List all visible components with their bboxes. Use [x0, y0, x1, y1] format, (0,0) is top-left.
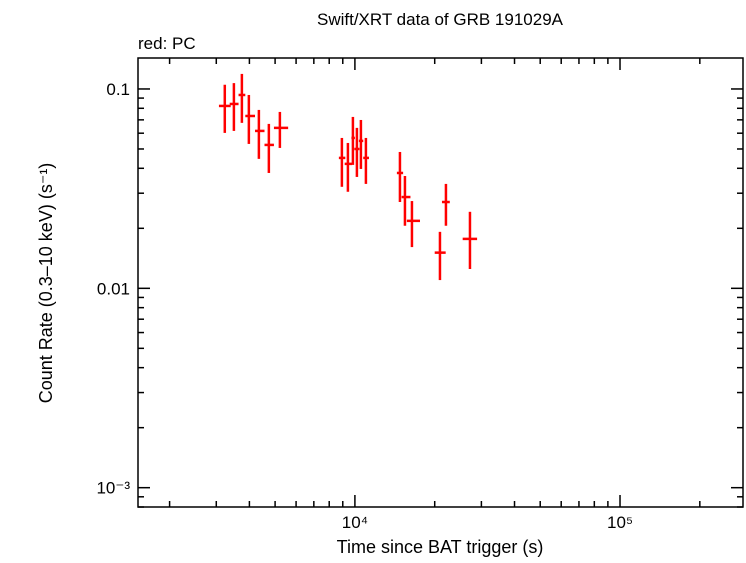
data-point: [354, 127, 360, 177]
legend-text: red: PC: [138, 34, 196, 53]
data-point: [238, 73, 246, 123]
data-points: [218, 73, 478, 281]
x-axis-label: Time since BAT trigger (s): [337, 537, 544, 557]
data-point: [351, 116, 355, 165]
tick-labels: 10⁴ 10⁵ 0.1 0.01 10⁻³: [96, 80, 633, 532]
y-axis-label: Count Rate (0.3–10 keV) (s⁻¹): [36, 163, 56, 404]
data-point: [363, 137, 369, 184]
data-point: [245, 94, 256, 144]
chart-title: Swift/XRT data of GRB 191029A: [317, 10, 564, 29]
plot-frame: [137, 57, 744, 508]
data-point: [406, 201, 420, 248]
y-tick-label: 0.01: [97, 279, 130, 298]
data-point: [264, 123, 274, 173]
data-point: [434, 231, 446, 281]
data-point: [401, 175, 411, 226]
data-point: [218, 84, 231, 133]
data-point: [273, 111, 289, 148]
data-point: [358, 119, 364, 169]
data-point: [344, 142, 352, 192]
x-tick-label: 10⁴: [342, 513, 368, 532]
data-point: [462, 211, 478, 270]
y-tick-label: 10⁻³: [96, 479, 130, 498]
data-point: [255, 109, 265, 159]
data-point: [441, 183, 450, 226]
y-tick-label: 0.1: [106, 80, 130, 99]
data-point: [338, 137, 346, 187]
data-point: [229, 83, 239, 131]
data-point: [396, 151, 404, 203]
x-tick-label: 10⁵: [607, 513, 633, 532]
axes: [137, 57, 744, 508]
